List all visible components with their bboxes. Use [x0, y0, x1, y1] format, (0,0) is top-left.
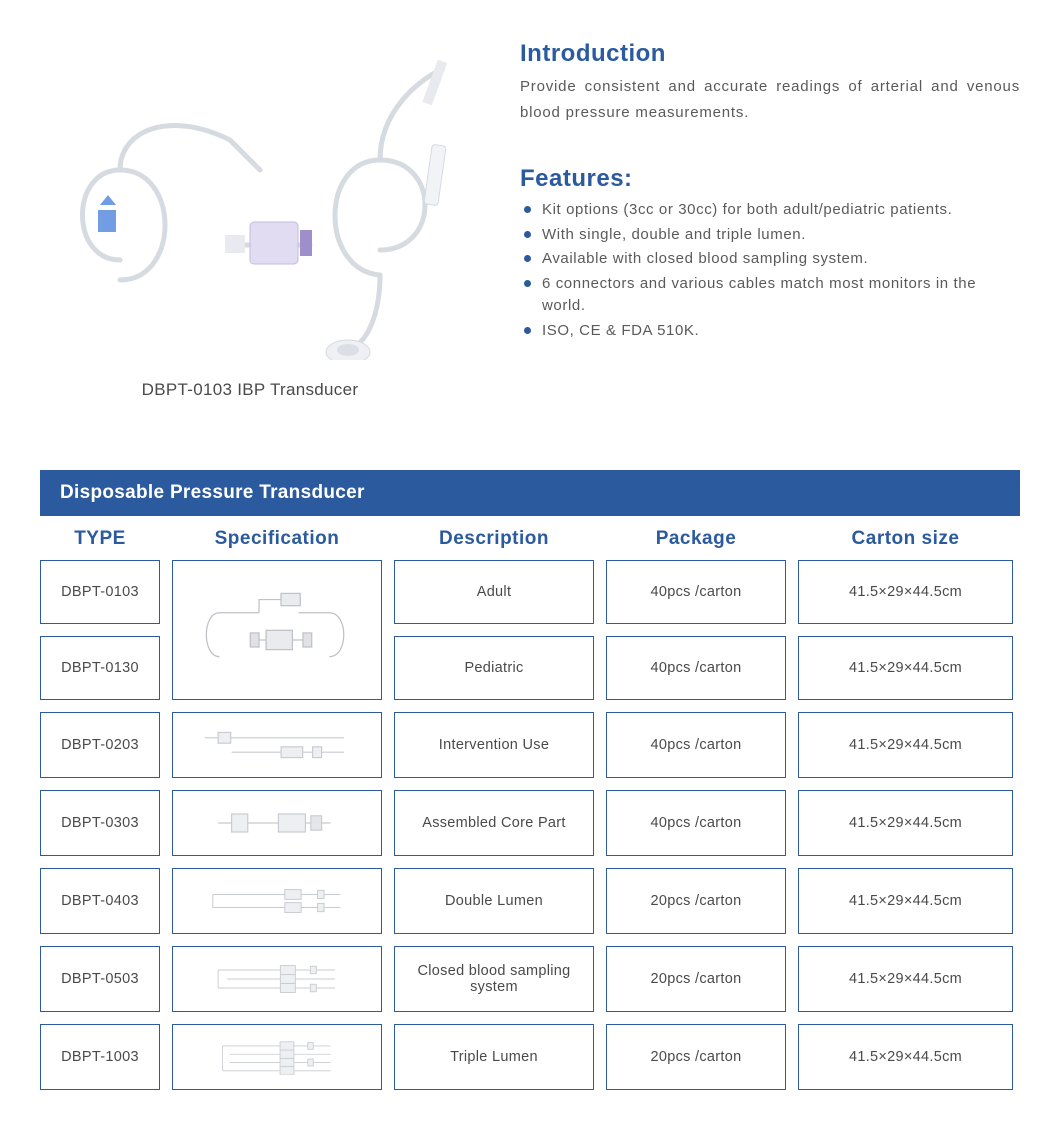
table-cell-spec [172, 868, 382, 934]
table-row: DBPT-0303 Assembled Core Part 40pcs /car… [40, 790, 1020, 856]
table-cell-spec [172, 790, 382, 856]
feature-item: 6 connectors and various cables match mo… [524, 273, 1020, 318]
spec-diagram-icon [195, 883, 358, 919]
spec-diagram-icon [195, 727, 358, 763]
table-cell-spec [172, 1024, 382, 1090]
spec-diagram-icon [183, 582, 370, 679]
table-cell-size: 41.5×29×44.5cm [798, 636, 1013, 700]
merged-right-column: Adult 40pcs /carton 41.5×29×44.5cm Pedia… [394, 560, 1020, 700]
introduction-body: Provide consistent and accurate readings… [520, 74, 1020, 125]
top-section: DBPT-0103 IBP Transducer Introduction Pr… [40, 30, 1020, 400]
col-header-size: Carton size [798, 528, 1013, 550]
table-cell-pkg: 20pcs /carton [606, 1024, 786, 1090]
table-cell-type: DBPT-0303 [40, 790, 160, 856]
col-header-spec: Specification [172, 528, 382, 550]
table-cell-spec-merged [172, 560, 382, 700]
table-cell-pkg: 40pcs /carton [606, 560, 786, 624]
table-cell-size: 41.5×29×44.5cm [798, 712, 1013, 778]
table-merged-group: DBPT-0103 DBPT-0130 Adult 40pcs [40, 560, 1020, 700]
spec-table: TYPE Specification Description Package C… [40, 522, 1020, 1090]
table-row: DBPT-0203 Intervention Use 40pcs /carton… [40, 712, 1020, 778]
table-row: DBPT-0503 Closed blood sampling system 2… [40, 946, 1020, 1012]
table-cell-type: DBPT-0503 [40, 946, 160, 1012]
text-area: Introduction Provide consistent and accu… [520, 30, 1020, 400]
table-cell-size: 41.5×29×44.5cm [798, 1024, 1013, 1090]
table-cell-type: DBPT-1003 [40, 1024, 160, 1090]
feature-item: Kit options (3cc or 30cc) for both adult… [524, 199, 1020, 222]
table-cell-size: 41.5×29×44.5cm [798, 560, 1013, 624]
feature-item: ISO, CE & FDA 510K. [524, 320, 1020, 343]
table-cell-spec [172, 712, 382, 778]
col-header-type: TYPE [40, 528, 160, 550]
table-cell-pkg: 20pcs /carton [606, 946, 786, 1012]
spec-diagram-icon [195, 961, 358, 997]
table-cell-size: 41.5×29×44.5cm [798, 946, 1013, 1012]
table-row: Pediatric 40pcs /carton 41.5×29×44.5cm [394, 636, 1020, 700]
table-cell-desc: Assembled Core Part [394, 790, 594, 856]
table-cell-type: DBPT-0203 [40, 712, 160, 778]
table-cell-type: DBPT-0130 [40, 636, 160, 700]
table-cell-desc: Closed blood sampling system [394, 946, 594, 1012]
spec-diagram-icon [195, 805, 358, 841]
table-cell-pkg: 40pcs /carton [606, 712, 786, 778]
table-cell-size: 41.5×29×44.5cm [798, 868, 1013, 934]
col-header-pkg: Package [606, 528, 786, 550]
spec-diagram-icon [195, 1039, 358, 1075]
product-image [50, 50, 450, 360]
product-image-area: DBPT-0103 IBP Transducer [40, 30, 460, 400]
table-cell-desc: Double Lumen [394, 868, 594, 934]
feature-item: With single, double and triple lumen. [524, 224, 1020, 247]
table-cell-type: DBPT-0103 [40, 560, 160, 624]
product-caption: DBPT-0103 IBP Transducer [40, 380, 460, 400]
feature-item: Available with closed blood sampling sys… [524, 248, 1020, 271]
table-cell-size: 41.5×29×44.5cm [798, 790, 1013, 856]
table-row: Adult 40pcs /carton 41.5×29×44.5cm [394, 560, 1020, 624]
table-cell-pkg: 40pcs /carton [606, 636, 786, 700]
col-header-desc: Description [394, 528, 594, 550]
features-list: Kit options (3cc or 30cc) for both adult… [520, 199, 1020, 342]
table-cell-desc: Pediatric [394, 636, 594, 700]
table-row: DBPT-1003 Triple Lumen 20pcs /carton 41.… [40, 1024, 1020, 1090]
table-title: Disposable Pressure Transducer [40, 470, 1020, 516]
introduction-heading: Introduction [520, 40, 1020, 68]
table-cell-desc: Adult [394, 560, 594, 624]
table-cell-type: DBPT-0403 [40, 868, 160, 934]
transducer-illustration-icon [50, 50, 450, 360]
table-header-row: TYPE Specification Description Package C… [40, 522, 1020, 560]
table-cell-desc: Intervention Use [394, 712, 594, 778]
table-cell-pkg: 40pcs /carton [606, 790, 786, 856]
merged-type-column: DBPT-0103 DBPT-0130 [40, 560, 160, 700]
table-cell-spec [172, 946, 382, 1012]
features-heading: Features: [520, 165, 1020, 193]
table-cell-desc: Triple Lumen [394, 1024, 594, 1090]
table-row: DBPT-0403 Double Lumen 20pcs /carton 41.… [40, 868, 1020, 934]
table-cell-pkg: 20pcs /carton [606, 868, 786, 934]
